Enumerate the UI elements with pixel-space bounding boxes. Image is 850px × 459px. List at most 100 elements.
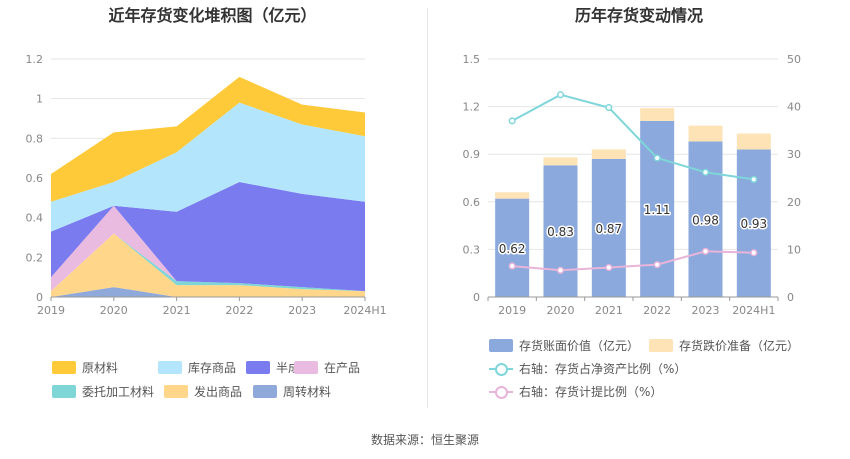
line-point <box>508 117 516 125</box>
y-tick-label: 1.2 <box>463 101 481 114</box>
bar-reserve <box>591 149 626 159</box>
legend-item-impairment-reserve[interactable]: 存货跌价准备（亿元） <box>649 337 799 354</box>
x-tick-label: 2024H1 <box>732 304 775 317</box>
x-tick-label: 2019 <box>498 304 526 317</box>
bar-data-label: 0.98 <box>692 213 719 227</box>
line-point <box>750 249 758 257</box>
legend-swatch <box>164 385 188 398</box>
legend-label: 周转材料 <box>283 385 332 399</box>
area-周转材料 <box>51 287 365 297</box>
bar-data-label: 0.87 <box>595 222 622 236</box>
line-point <box>508 262 516 270</box>
x-tick-label: 2020 <box>100 304 128 317</box>
bar-book-value <box>543 165 578 297</box>
line-point <box>701 247 710 255</box>
y-tick-label: 0 <box>473 291 480 304</box>
x-tick-label: 2023 <box>288 304 316 317</box>
line-point <box>556 266 565 274</box>
y-tick-label: 0.6 <box>463 196 481 209</box>
bar-reserve <box>495 192 530 199</box>
line-point <box>556 91 565 99</box>
legend-line-marker <box>489 385 513 399</box>
x-tick-label: 2021 <box>595 304 623 317</box>
line-point <box>653 154 661 162</box>
y-tick-label: 1.2 <box>26 53 44 66</box>
y-tick-label: 1 <box>36 93 43 106</box>
bar-book-value <box>495 198 530 297</box>
legend-swatch <box>489 339 513 352</box>
legend-item-wip[interactable]: 在产品 <box>294 359 360 376</box>
legend-label: 存货账面价值（亿元） <box>519 339 640 353</box>
x-tick-label: 2022 <box>225 304 253 317</box>
bar-data-label: 0.62 <box>499 242 526 256</box>
line-point <box>605 104 613 112</box>
legend-label: 存货跌价准备（亿元） <box>679 339 800 353</box>
y-tick-label: 0.8 <box>26 132 44 145</box>
y-tick-label: 0.6 <box>26 172 44 185</box>
bar-reserve <box>543 157 578 166</box>
y2-tick-label: 30 <box>787 148 801 161</box>
line-point <box>750 175 758 183</box>
y-tick-label: 1.5 <box>463 53 481 66</box>
legend-item-raw-materials[interactable]: 原材料 <box>52 359 118 376</box>
legend-swatch <box>52 385 76 398</box>
y-tick-label: 0.9 <box>463 148 481 161</box>
legend-label: 发出商品 <box>194 385 243 399</box>
legend-item-consigned-materials[interactable]: 委托加工材料 <box>52 383 154 400</box>
legend-label: 右轴：存货计提比例（%） <box>519 385 663 399</box>
legend-swatch <box>294 361 318 374</box>
area-在产品 <box>51 205 365 292</box>
bar-book-value <box>688 141 723 297</box>
bar-data-label: 1.11 <box>644 203 671 217</box>
area-半成品 <box>51 182 365 292</box>
right-chart-title: 历年存货变动情况 <box>574 6 703 25</box>
legend-swatch <box>158 361 182 374</box>
bar-reserve <box>736 133 771 150</box>
legend-item-finished-goods[interactable]: 库存商品 <box>158 359 236 376</box>
line-point <box>653 261 661 269</box>
panel-divider <box>427 8 428 408</box>
bar-data-label: 0.83 <box>547 225 574 239</box>
left-chart-title: 近年存货变化堆积图（亿元） <box>108 6 317 25</box>
legend-line-marker <box>489 362 513 376</box>
legend-label: 右轴：存货占净资产比例（%） <box>519 362 687 376</box>
y2-tick-label: 10 <box>787 243 801 256</box>
y2-tick-label: 50 <box>787 53 801 66</box>
x-tick-label: 2021 <box>163 304 191 317</box>
legend-label: 委托加工材料 <box>82 385 155 399</box>
legend-item-ratio-line[interactable]: 右轴：存货占净资产比例（%） <box>489 360 686 377</box>
y-tick-label: 0.2 <box>26 251 44 264</box>
y-tick-label: 0 <box>36 291 43 304</box>
series-line <box>511 93 754 181</box>
x-tick-label: 2024H1 <box>343 304 386 317</box>
legend-swatch <box>52 361 76 374</box>
x-tick-label: 2022 <box>643 304 671 317</box>
legend-label: 库存商品 <box>188 361 237 375</box>
line-point <box>701 168 710 176</box>
bar-reserve <box>688 125 723 142</box>
legend-item-goods-shipped[interactable]: 发出商品 <box>164 383 242 400</box>
legend-label: 在产品 <box>324 361 361 375</box>
series-line <box>512 250 754 272</box>
bar-book-value <box>591 158 626 297</box>
area-库存商品 <box>51 102 365 232</box>
y-tick-label: 0.4 <box>26 212 44 225</box>
bar-data-label: 0.93 <box>740 217 767 231</box>
x-tick-label: 2023 <box>692 304 720 317</box>
y-tick-label: 0.3 <box>463 243 481 256</box>
x-tick-label: 2020 <box>547 304 575 317</box>
y2-tick-label: 20 <box>787 196 801 209</box>
y2-tick-label: 0 <box>787 291 794 304</box>
x-tick-label: 2019 <box>37 304 65 317</box>
line-point <box>605 263 613 272</box>
y2-tick-label: 40 <box>787 101 801 114</box>
legend-swatch <box>649 339 673 352</box>
legend-item-provision-line[interactable]: 右轴：存货计提比例（%） <box>489 383 662 400</box>
legend-swatch <box>246 361 270 374</box>
legend-item-turnover-materials[interactable]: 周转材料 <box>253 383 331 400</box>
area-发出商品 <box>51 233 365 297</box>
legend-label: 原材料 <box>82 361 119 375</box>
legend-swatch <box>253 385 277 398</box>
legend-item-book-value[interactable]: 存货账面价值（亿元） <box>489 337 639 354</box>
